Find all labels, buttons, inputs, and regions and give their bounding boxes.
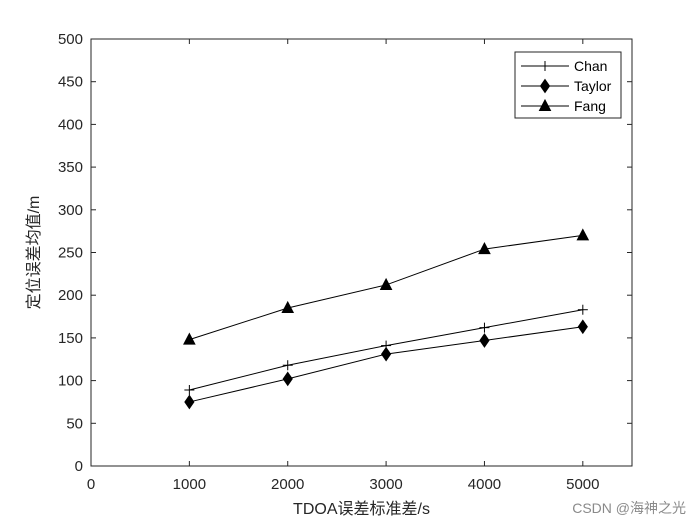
data-point-taylor (282, 371, 293, 387)
x-tick-label: 1000 (173, 476, 206, 493)
legend-marker-fang (538, 98, 552, 111)
watermark-text: CSDN @海神之光 (572, 500, 686, 516)
x-tick-label: 3000 (369, 476, 402, 493)
legend: Chan Taylor Fang (514, 51, 622, 119)
data-point-fang (379, 277, 393, 290)
data-point-taylor (380, 346, 392, 362)
y-tick-label: 150 (58, 330, 83, 347)
x-axis-ticks: 0 1000 2000 3000 4000 5000 (87, 39, 600, 493)
y-tick-label: 350 (58, 159, 83, 176)
x-tick-label: 2000 (271, 476, 304, 493)
data-point-chan (282, 360, 293, 371)
y-tick-label: 100 (58, 373, 83, 390)
data-point-fang (478, 242, 491, 255)
x-tick-label: 4000 (468, 476, 501, 493)
data-point-taylor (479, 333, 490, 348)
series-chan (184, 304, 588, 395)
series-fang (183, 228, 590, 345)
y-tick-label: 400 (58, 116, 83, 133)
y-tick-label: 250 (58, 245, 83, 262)
legend-label: Chan (574, 58, 607, 74)
y-tick-label: 450 (58, 74, 83, 91)
y-tick-label: 500 (58, 31, 83, 48)
y-axis-label: 定位误差均值/m (25, 196, 43, 310)
legend-label: Fang (574, 98, 606, 114)
legend-label: Taylor (574, 78, 612, 94)
legend-marker-taylor (539, 78, 551, 94)
data-point-chan (577, 304, 588, 315)
y-tick-label: 200 (58, 287, 83, 304)
data-point-chan (184, 384, 195, 395)
legend-marker-chan (540, 61, 550, 71)
y-axis-ticks: 0 50 100 150 200 250 300 350 400 450 500 (58, 31, 632, 475)
y-tick-label: 300 (58, 202, 83, 219)
x-tick-label: 5000 (566, 476, 599, 493)
data-point-taylor (184, 394, 195, 410)
legend-item-chan: Chan (521, 58, 607, 74)
y-tick-label: 50 (66, 415, 83, 432)
y-tick-label: 0 (75, 458, 83, 475)
legend-box (514, 51, 622, 119)
x-tick-label: 0 (87, 476, 95, 493)
series-taylor (184, 319, 588, 410)
data-point-fang (576, 228, 590, 241)
legend-item-taylor: Taylor (521, 78, 612, 94)
x-axis-label: TDOA误差标准差/s (293, 500, 430, 518)
legend-item-fang: Fang (521, 98, 606, 114)
series-layer (183, 228, 590, 410)
data-point-chan (479, 322, 490, 333)
data-point-fang (183, 332, 196, 345)
data-point-taylor (577, 319, 588, 335)
data-point-fang (281, 300, 295, 314)
